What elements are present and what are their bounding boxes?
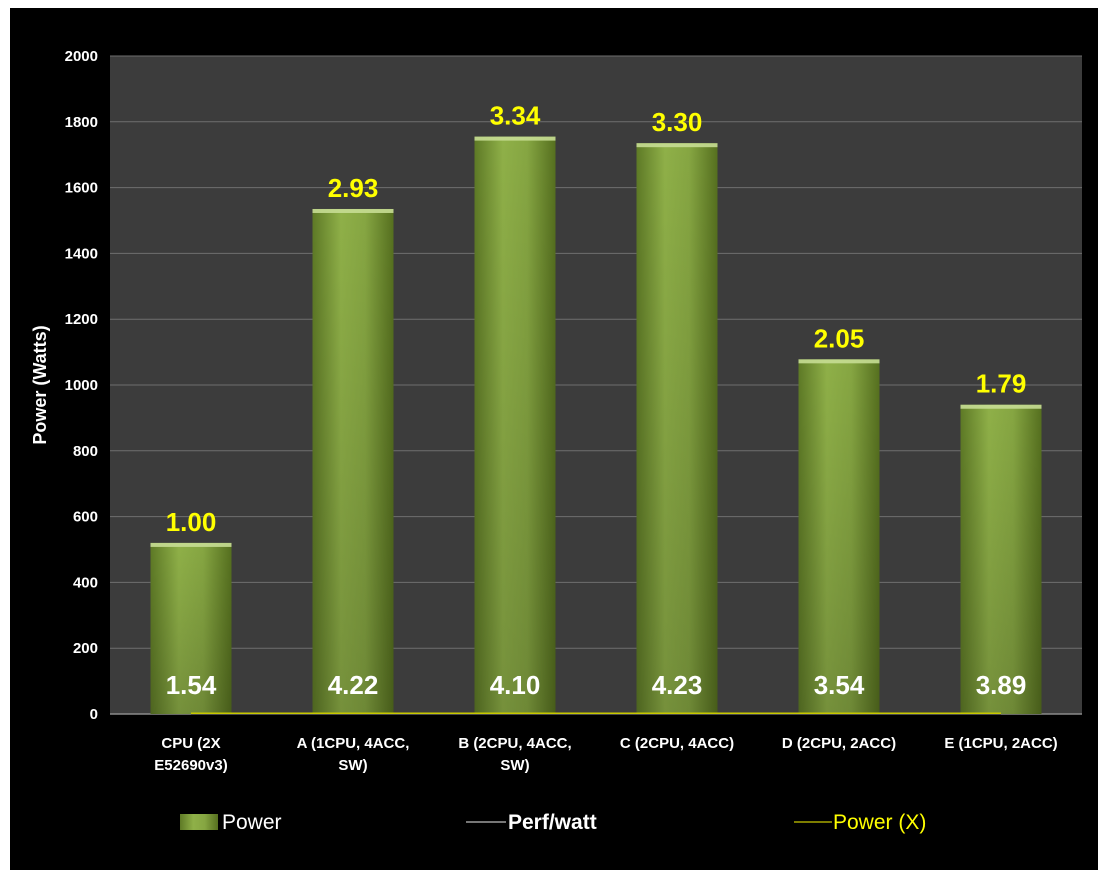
x-category-label: C (2CPU, 4ACC)	[620, 735, 734, 752]
bar-top-label: 3.34	[490, 101, 541, 131]
bar-top-label: 2.93	[328, 173, 379, 203]
bar-group	[798, 359, 880, 714]
bar-top-highlight	[960, 404, 1042, 409]
x-category-label: E52690v3)	[154, 757, 227, 774]
bar-shade	[150, 542, 232, 714]
bar-top-highlight	[312, 208, 394, 213]
y-tick-label: 1600	[65, 180, 98, 197]
bar-group	[474, 136, 556, 715]
bar-shade	[636, 143, 718, 714]
bar-top-label: 1.00	[166, 507, 217, 537]
bar-group	[636, 143, 718, 714]
bar-inner-label: 1.54	[166, 670, 217, 700]
bar-top-label: 1.79	[976, 369, 1027, 399]
y-tick-label: 400	[73, 574, 98, 591]
legend-perf-watt-label: Perf/watt	[508, 811, 597, 834]
bar-shade	[474, 136, 556, 715]
bar-inner-label: 4.23	[652, 670, 703, 700]
x-category-label: SW)	[338, 757, 367, 774]
bar-top-highlight	[636, 143, 718, 148]
x-category-label: D (2CPU, 2ACC)	[782, 735, 896, 752]
bar-inner-label: 4.10	[490, 670, 541, 700]
bar-inner-label: 3.54	[814, 670, 865, 700]
x-category-label: B (2CPU, 4ACC,	[458, 735, 571, 752]
bar-top-highlight	[150, 542, 232, 547]
legend-power-swatch	[180, 814, 218, 830]
y-tick-label: 2000	[65, 48, 98, 65]
x-category-label: E (1CPU, 2ACC)	[944, 735, 1057, 752]
bar-shade	[798, 359, 880, 714]
bar-top-highlight	[474, 136, 556, 141]
bar-group	[150, 542, 232, 714]
bar-top-highlight	[798, 359, 880, 364]
y-tick-label: 1400	[65, 245, 98, 262]
y-tick-label: 600	[73, 509, 98, 526]
legend-power-x-label: Power (X)	[833, 811, 926, 834]
y-axis-title: Power (Watts)	[30, 325, 50, 444]
y-tick-label: 1200	[65, 311, 98, 328]
x-category-label: CPU (2X	[161, 735, 220, 752]
chart-frame: 0 200 400 600 800 1000 1200 1400 1600 1800 2000 Pow…	[10, 8, 1098, 870]
power-chart: 0 200 400 600 800 1000 1200 1400 1600 1800 2000 Pow…	[30, 48, 1082, 834]
bar-top-label: 2.05	[814, 323, 865, 353]
y-tick-label: 1000	[65, 377, 98, 394]
x-category-label: SW)	[500, 757, 529, 774]
bar-group	[960, 404, 1042, 714]
bar-inner-label: 4.22	[328, 670, 379, 700]
legend-power-label: Power	[222, 811, 282, 834]
y-tick-label: 1800	[65, 114, 98, 131]
y-tick-label: 0	[90, 706, 98, 723]
bar-shade	[960, 404, 1042, 714]
bar-group	[312, 208, 394, 715]
y-tick-label: 200	[73, 640, 98, 657]
bar-inner-label: 3.89	[976, 670, 1027, 700]
y-tick-label: 800	[73, 443, 98, 460]
bar-shade	[312, 208, 394, 715]
bar-top-label: 3.30	[652, 107, 703, 137]
x-category-label: A (1CPU, 4ACC,	[297, 735, 410, 752]
